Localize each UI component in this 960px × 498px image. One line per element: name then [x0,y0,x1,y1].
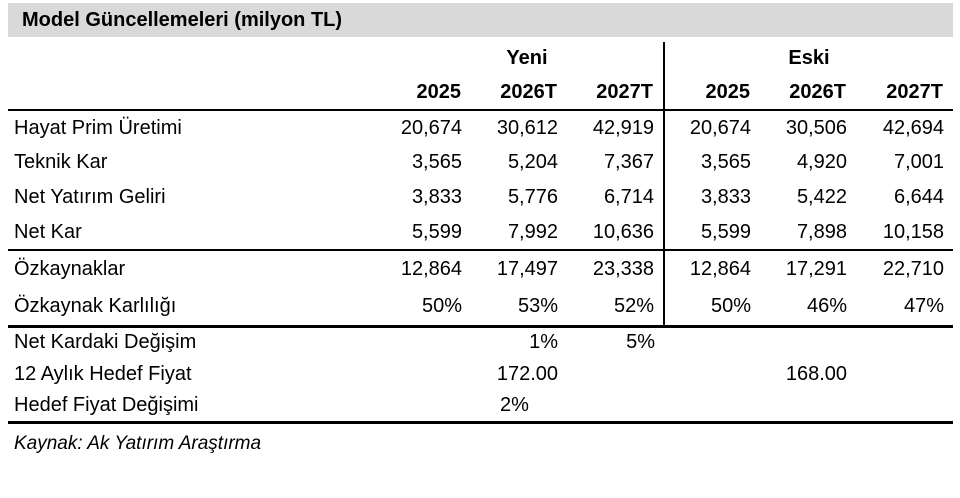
row-label: Hayat Prim Üretimi [14,116,182,139]
row-label: Net Yatırım Geliri [14,186,166,208]
value-cell: 50% [710,294,751,317]
value-cell: 7,898 [796,220,847,243]
value-cell: 1% [529,331,558,354]
value-cell [760,326,856,358]
column-header-yeni-2027t: 2027T [567,75,665,110]
value-cell: 12,864 [689,258,751,280]
value-cell: 52% [567,288,665,326]
value-cell [567,358,664,390]
table-row: Teknik Kar 3,565 5,204 7,367 3,565 4,920 7,001 [8,145,953,180]
table-row: Özkaynak Karlılığı 50% 53% 52% 50% 46% 47% [8,288,954,326]
value-cell: 30,612 [496,116,558,139]
value-cell: 3,833 [411,186,462,208]
row-label: Hedef Fiyat Değişimi [14,393,199,416]
value-cell [567,390,664,422]
value-cell: 42,694 [882,116,945,139]
row-label: Net Kardaki Değişim [14,331,197,354]
value-cell: 30,506 [785,116,847,139]
value-cell: 168.00 [785,362,847,385]
value-cell: 5,776 [507,186,558,208]
value-cell [391,326,471,358]
value-cell: 47% [903,294,945,317]
column-header-eski-2025: 2025 [705,80,751,103]
value-cell [856,358,953,390]
corner-cell [8,75,391,110]
value-cell: 23,338 [567,250,665,288]
table-row: 12 Aylık Hedef Fiyat 172.00 168.00 [8,358,953,390]
column-header-eski-2026t: 2026T [789,80,846,103]
group-header-row: Yeni Eski [8,42,953,75]
source-note: Kaynak: Ak Yatırım Araştırma [14,432,262,454]
value-cell [664,358,760,390]
value-cell: 46% [806,294,847,317]
table-row: Net Kar 5,599 7,992 10,636 5,599 7,898 10,158 [8,215,954,250]
value-cell: 7,367 [567,145,665,180]
column-header-yeni-2026t: 2026T [500,80,557,103]
value-cell: 20,674 [400,116,462,139]
group-header-yeni: Yeni [391,42,665,75]
value-cell: 2% [500,393,529,416]
table-row: Net Yatırım Geliri 3,833 5,776 6,714 3,833 5,… [8,180,953,215]
column-header-yeni-2025: 2025 [416,80,462,103]
table-row: Hayat Prim Üretimi 20,674 30,612 42,919 20,6… [8,110,953,145]
value-cell [856,326,953,358]
value-cell: 10,636 [567,215,665,250]
value-cell: 20,674 [689,116,751,139]
value-cell: 6,714 [567,180,665,215]
value-cell [391,390,471,422]
value-cell: 4,920 [796,151,847,173]
value-cell: 3,565 [700,151,751,173]
table-row: Hedef Fiyat Değişimi 2% [8,390,954,422]
model-updates-table: Yeni Eski 2025 2026T 2027T 2025 2026T 20… [8,42,954,424]
value-cell: 5,599 [700,220,751,243]
corner-cell [8,42,391,75]
value-cell: 12,864 [400,258,462,280]
value-cell [664,326,760,358]
value-cell [856,390,953,422]
value-cell: 5,204 [507,151,558,173]
value-cell [391,358,471,390]
column-header-eski-2027t: 2027T [886,80,944,103]
value-cell: 5% [626,331,655,354]
group-header-eski: Eski [788,47,830,69]
value-cell [664,390,760,422]
value-cell: 5,422 [796,186,847,208]
value-cell: 50% [421,294,462,317]
value-cell: 7,001 [893,151,945,173]
row-label: 12 Aylık Hedef Fiyat [14,362,192,385]
row-label: Özkaynak Karlılığı [14,294,177,317]
value-cell: 7,992 [507,220,558,243]
table-title: Model Güncellemeleri (milyon TL) [8,3,953,37]
table-row: Özkaynaklar 12,864 17,497 23,338 12,864 17,29… [8,250,953,288]
value-cell: 22,710 [882,258,945,280]
row-label: Net Kar [14,220,82,243]
value-cell: 3,565 [411,151,462,173]
value-cell: 10,158 [882,220,945,243]
value-cell: 53% [517,294,558,317]
value-cell [760,390,856,422]
table-row: Net Kardaki Değişim 1% 5% [8,326,953,358]
value-cell: 17,497 [496,258,558,280]
row-label: Teknik Kar [14,151,108,173]
value-cell: 172.00 [496,362,558,385]
value-cell: 42,919 [567,110,665,145]
value-cell: 6,644 [893,186,945,208]
value-cell: 3,833 [700,186,751,208]
value-cell: 17,291 [785,258,847,280]
model-update-page: Model Güncellemeleri (milyon TL) Yeni Es… [8,3,954,454]
row-label: Özkaynaklar [14,258,126,280]
column-header-row: 2025 2026T 2027T 2025 2026T 2027T [8,75,954,110]
value-cell: 5,599 [411,220,462,243]
